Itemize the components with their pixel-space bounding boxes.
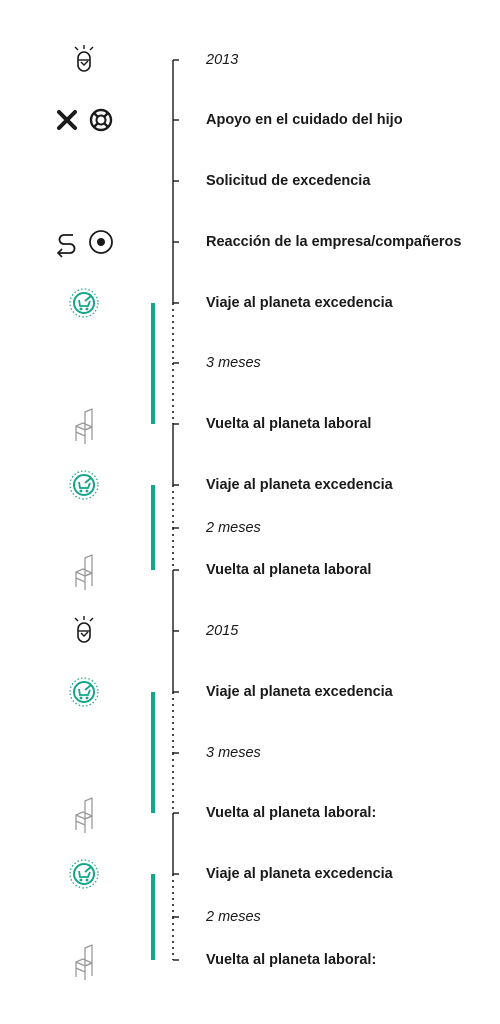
timeline-label: Vuelta al planeta laboral: xyxy=(206,805,377,821)
timeline-label: Vuelta al planeta laboral xyxy=(206,416,372,432)
timeline-label: Reacción de la empresa/compañeros xyxy=(206,234,462,250)
timeline-label: Vuelta al planeta laboral: xyxy=(206,952,377,968)
stroller-icon xyxy=(69,470,99,500)
timeline-label: Vuelta al planeta laboral xyxy=(206,562,372,578)
timeline-label: Apoyo en el cuidado del hijo xyxy=(206,112,403,128)
cross-icon xyxy=(57,110,77,130)
timeline-label: 3 meses xyxy=(206,745,261,761)
chair-icon xyxy=(75,944,93,980)
baby-bottle-icon xyxy=(74,45,94,72)
timeline-label: Solicitud de excedencia xyxy=(206,173,371,189)
timeline-label: 3 meses xyxy=(206,355,261,371)
timeline-label: Viaje al planeta excedencia xyxy=(206,684,393,700)
timeline-label: 2 meses xyxy=(206,520,261,536)
timeline-label: 2013 xyxy=(206,52,239,68)
lifebuoy-icon xyxy=(89,108,113,132)
baby-bottle-icon xyxy=(74,616,94,643)
timeline-label: Viaje al planeta excedencia xyxy=(206,295,393,311)
chair-icon xyxy=(75,554,93,590)
stroller-icon xyxy=(69,677,99,707)
target-icon xyxy=(89,230,113,254)
stroller-icon xyxy=(69,859,99,889)
loop-arrow-icon xyxy=(56,234,76,258)
timeline-label: 2015 xyxy=(206,623,239,639)
timeline-label: 2 meses xyxy=(206,909,261,925)
chair-icon xyxy=(75,797,93,833)
timeline-label: Viaje al planeta excedencia xyxy=(206,477,393,493)
chair-icon xyxy=(75,408,93,444)
stroller-icon xyxy=(69,288,99,318)
timeline-label: Viaje al planeta excedencia xyxy=(206,866,393,882)
